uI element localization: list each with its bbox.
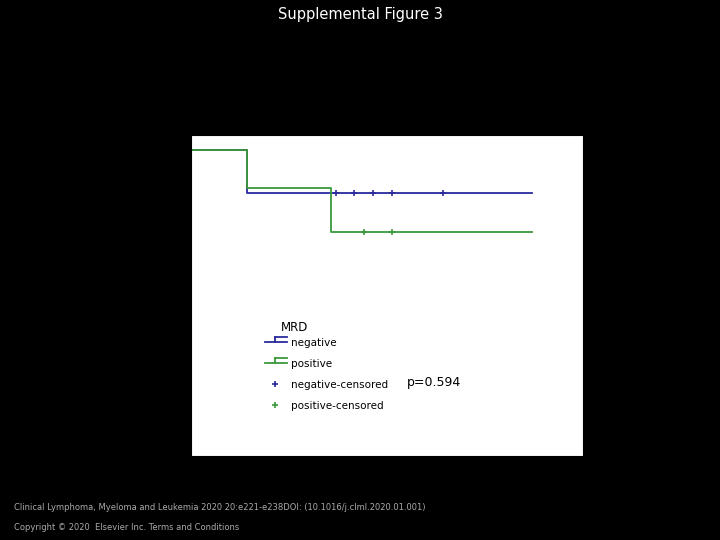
X-axis label: TIME (months): TIME (months): [336, 482, 438, 495]
Text: p=0.594: p=0.594: [407, 376, 461, 389]
Text: positive: positive: [291, 359, 332, 369]
Text: Copyright © 2020  Elsevier Inc. Terms and Conditions: Copyright © 2020 Elsevier Inc. Terms and…: [14, 523, 240, 532]
Text: PFS of high-risk myeloma patients who achieved CR by MRD status: PFS of high-risk myeloma patients who ac…: [191, 118, 636, 131]
Text: negative-censored: negative-censored: [291, 380, 388, 390]
Text: negative: negative: [291, 338, 336, 348]
Text: Supplemental Figure 3: Supplemental Figure 3: [278, 7, 442, 22]
Y-axis label: Cum Survival: Cum Survival: [146, 249, 159, 342]
Text: Clinical Lymphoma, Myeloma and Leukemia 2020 20:e221-e238DOI: (10.1016/j.clml.20: Clinical Lymphoma, Myeloma and Leukemia …: [14, 503, 426, 512]
Text: positive-censored: positive-censored: [291, 401, 384, 411]
Text: MRD: MRD: [281, 321, 308, 334]
